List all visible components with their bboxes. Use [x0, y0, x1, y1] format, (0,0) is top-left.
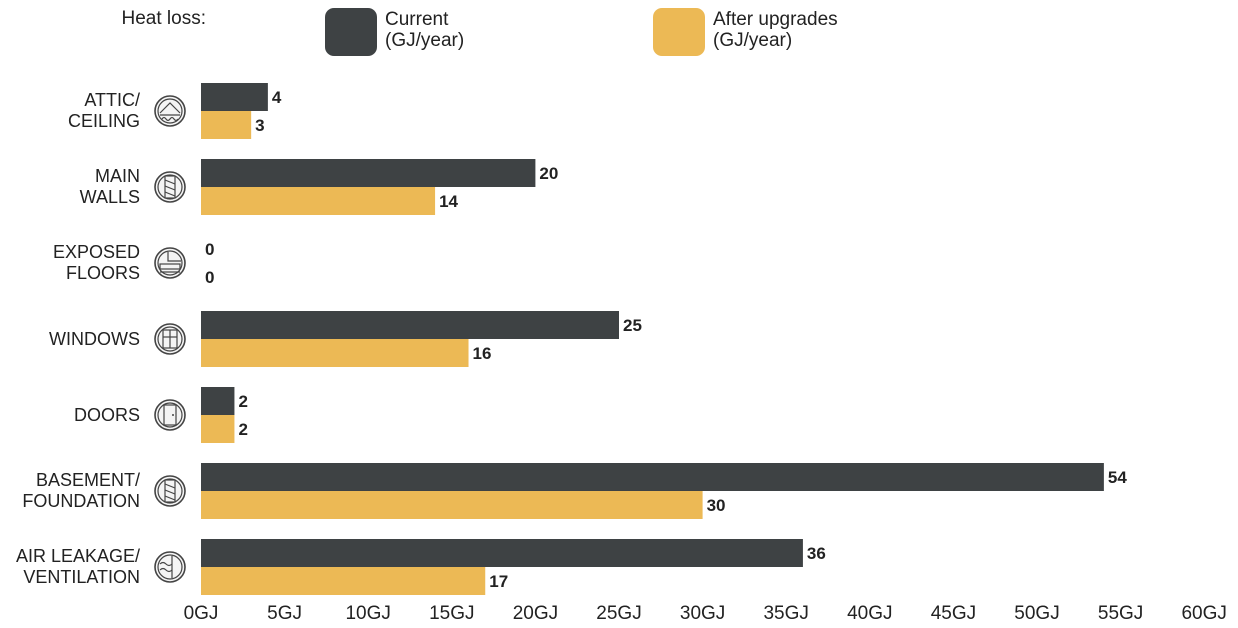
attic-icon [154, 95, 186, 127]
foundation-icon [154, 475, 186, 507]
x-tick-label: 30GJ [680, 603, 725, 624]
x-tick-label: 10GJ [345, 603, 390, 624]
window-icon [154, 323, 186, 355]
category-attic-ceiling: ATTIC/CEILING [68, 90, 186, 131]
category-label: AIR LEAKAGE/VENTILATION [16, 546, 140, 587]
bar-current [201, 387, 235, 415]
x-tick-label: 40GJ [847, 603, 892, 624]
bar-current [201, 83, 268, 111]
legend: Heat loss: Current (GJ/year) After upgrades… [122, 8, 838, 56]
legend-swatch-after-upgrades [653, 8, 705, 56]
x-tick-label: 50GJ [1014, 603, 1059, 624]
x-tick-label: 5GJ [267, 603, 302, 624]
bar-value-label: 2 [238, 392, 247, 411]
bar-value-label: 0 [205, 268, 214, 287]
bar-value-label: 16 [473, 344, 492, 363]
x-tick-label: 55GJ [1098, 603, 1143, 624]
bar-value-label: 54 [1108, 468, 1127, 487]
x-tick-label: 15GJ [429, 603, 474, 624]
bar-value-label: 36 [807, 544, 826, 563]
x-tick-label: 0GJ [184, 603, 219, 624]
bar-value-label: 30 [707, 496, 726, 515]
x-tick-label: 20GJ [513, 603, 558, 624]
x-tick-label: 25GJ [596, 603, 641, 624]
category-labels: ATTIC/CEILING MAIN WALLS EXPOSED FLOORS WINDO… [16, 90, 186, 587]
x-axis: 0GJ 5GJ 10GJ 15GJ 20GJ 25GJ 30GJ 35GJ 40GJ 45GJ 50… [184, 603, 1227, 624]
bar-current [201, 463, 1104, 491]
bar-after-upgrades [201, 339, 469, 367]
wall-icon [154, 171, 186, 203]
category-air-leakage-ventilation: AIR LEAKAGE/VENTILATION [16, 546, 186, 587]
bar-value-label: 25 [623, 316, 642, 335]
category-main-walls: MAIN WALLS [80, 166, 186, 207]
x-tick-label: 35GJ [763, 603, 808, 624]
bar-value-label: 20 [539, 164, 558, 183]
bar-current [201, 539, 803, 567]
legend-swatch-current [325, 8, 377, 56]
door-icon [154, 399, 186, 431]
category-label: ATTIC/CEILING [68, 90, 140, 131]
bar-value-label: 17 [489, 572, 508, 591]
category-exposed-floors: EXPOSED FLOORS [53, 242, 186, 283]
bar-after-upgrades [201, 415, 235, 443]
bar-value-label: 4 [272, 88, 282, 107]
x-tick-label: 45GJ [931, 603, 976, 624]
category-label: WINDOWS [49, 329, 140, 349]
bar-value-label: 14 [439, 192, 458, 211]
bar-value-label: 3 [255, 116, 264, 135]
category-label: BASEMENT/FOUNDATION [22, 470, 140, 511]
bar-current [201, 159, 536, 187]
bar-after-upgrades [201, 567, 486, 595]
bar-value-label: 0 [205, 240, 214, 259]
floor-icon [154, 247, 186, 279]
x-tick-label: 60GJ [1181, 603, 1226, 624]
legend-label-current: Current (GJ/year) [385, 9, 464, 51]
legend-title: Heat loss: [122, 8, 206, 29]
category-label: MAIN WALLS [80, 166, 140, 207]
category-basement-foundation: BASEMENT/FOUNDATION [22, 470, 186, 511]
category-label: DOORS [74, 405, 140, 425]
ventilation-icon [154, 551, 186, 583]
category-windows: WINDOWS [49, 323, 186, 355]
category-label: EXPOSED FLOORS [53, 242, 140, 283]
bar-after-upgrades [201, 187, 436, 215]
bar-after-upgrades [201, 491, 703, 519]
legend-label-after-upgrades: After upgrades (GJ/year) [713, 9, 838, 51]
bar-current [201, 311, 619, 339]
bar-value-label: 2 [238, 420, 247, 439]
bar-after-upgrades [201, 111, 252, 139]
bars: 43 20 14 0 0 25 16 2 2 54 30 36 17 [201, 83, 1127, 595]
category-doors: DOORS [74, 399, 186, 431]
